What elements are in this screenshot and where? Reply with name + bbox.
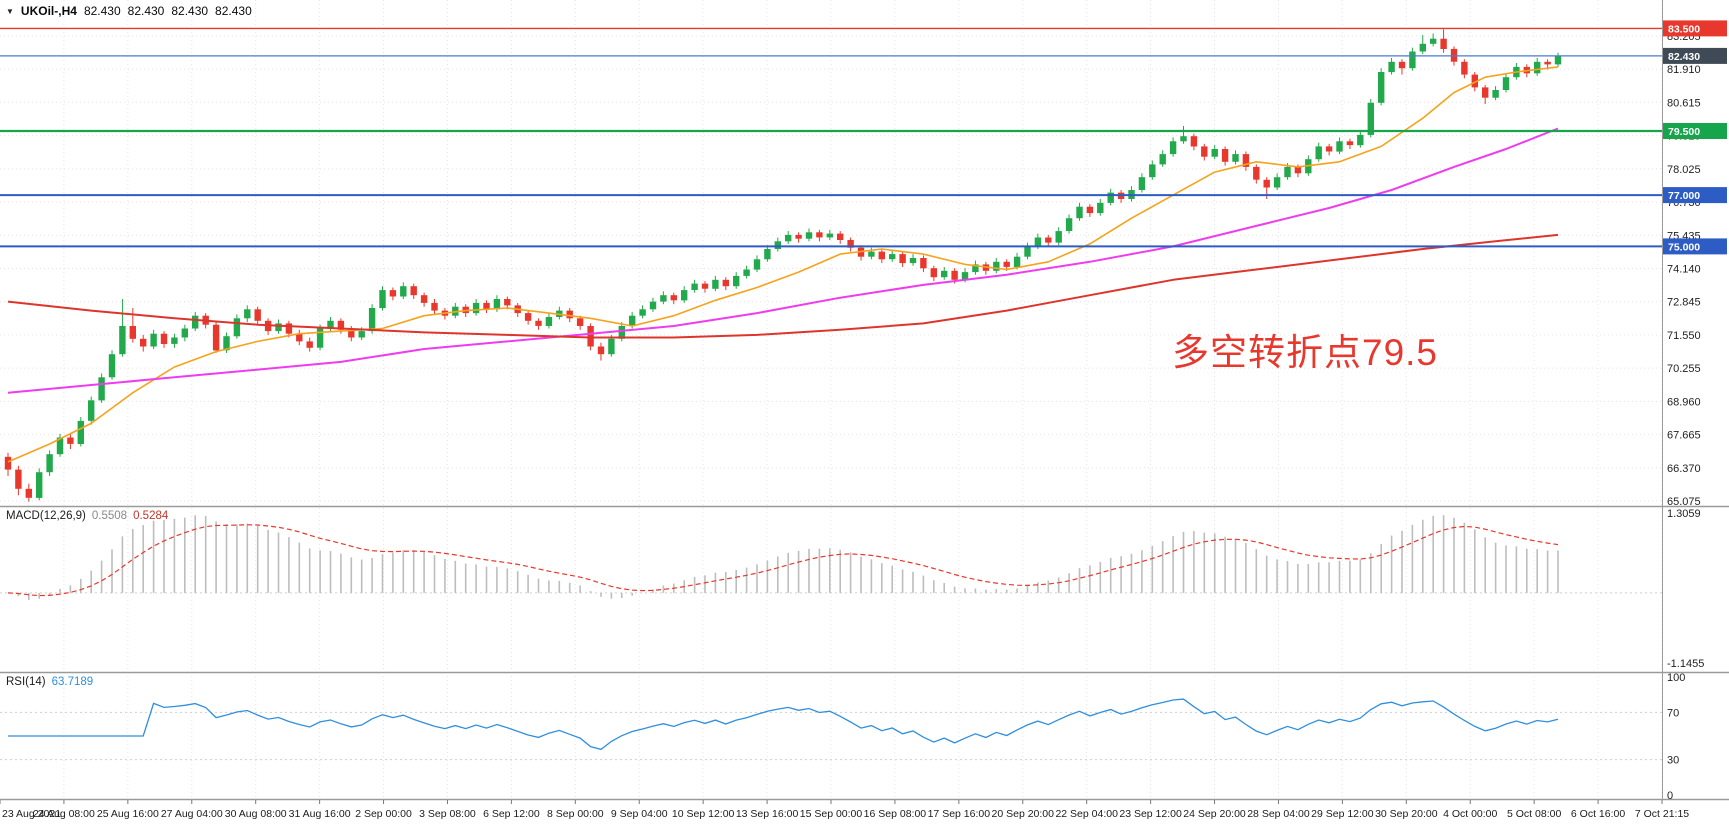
grid — [0, 0, 1729, 801]
price-badge-83.500 — [1663, 20, 1727, 37]
svg-text:23 Aug 2021: 23 Aug 2021 — [2, 808, 61, 820]
ohlc-low: 82.430 — [171, 4, 209, 18]
svg-text:7 Oct 21:15: 7 Oct 21:15 — [1635, 808, 1689, 820]
rsi-indicator-label: RSI(14) 63.7189 — [6, 676, 93, 688]
svg-text:78.025: 78.025 — [1667, 164, 1701, 176]
price-badge-77.000 — [1663, 187, 1727, 204]
price-annotation[interactable]: 多空转折点79.5 — [1172, 332, 1439, 373]
svg-text:30 Sep 20:00: 30 Sep 20:00 — [1375, 808, 1438, 820]
macd-title-text: MACD(12,26,9) — [6, 510, 86, 522]
svg-text:24 Sep 20:00: 24 Sep 20:00 — [1183, 808, 1246, 820]
svg-text:83.500: 83.500 — [1668, 23, 1700, 35]
svg-text:13 Sep 16:00: 13 Sep 16:00 — [736, 808, 799, 820]
svg-text:6 Sep 12:00: 6 Sep 12:00 — [483, 808, 540, 820]
svg-text:23 Sep 12:00: 23 Sep 12:00 — [1119, 808, 1182, 820]
svg-text:15 Sep 00:00: 15 Sep 00:00 — [800, 808, 863, 820]
moving-averages — [7, 66, 1559, 463]
svg-text:9 Sep 04:00: 9 Sep 04:00 — [611, 808, 668, 820]
slow-ma — [7, 233, 1559, 339]
svg-text:25 Aug 16:00: 25 Aug 16:00 — [97, 808, 159, 820]
svg-text:30: 30 — [1667, 755, 1679, 767]
ohlc-open: 82.430 — [83, 4, 121, 18]
price-badge-75.000 — [1663, 238, 1727, 255]
svg-text:70: 70 — [1667, 707, 1679, 719]
rsi-series — [0, 698, 1662, 761]
svg-text:16 Sep 08:00: 16 Sep 08:00 — [864, 808, 927, 820]
svg-text:65.075: 65.075 — [1667, 496, 1701, 508]
svg-text:70.255: 70.255 — [1667, 363, 1701, 375]
svg-text:100: 100 — [1667, 672, 1685, 684]
chart-header: ▼ UKOil-,H4 82.430 82.430 82.430 82.430 — [6, 4, 252, 18]
svg-text:29 Sep 12:00: 29 Sep 12:00 — [1311, 808, 1374, 820]
svg-text:82.430: 82.430 — [1668, 51, 1700, 63]
svg-text:5 Oct 08:00: 5 Oct 08:00 — [1507, 808, 1561, 820]
svg-text:67.665: 67.665 — [1667, 430, 1701, 442]
svg-text:28 Sep 04:00: 28 Sep 04:00 — [1247, 808, 1310, 820]
ohlc-high: 82.430 — [127, 4, 165, 18]
svg-text:0: 0 — [1667, 790, 1673, 802]
svg-text:24 Aug 08:00: 24 Aug 08:00 — [33, 808, 95, 820]
rsi-value: 63.7189 — [51, 676, 94, 688]
candlestick-series — [4, 29, 1562, 502]
svg-text:66.370: 66.370 — [1667, 463, 1701, 475]
svg-text:71.550: 71.550 — [1667, 330, 1701, 342]
macd-indicator-label: MACD(12,26,9) 0.5508 0.5284 — [6, 510, 168, 522]
svg-text:8 Sep 00:00: 8 Sep 00:00 — [547, 808, 604, 820]
svg-text:79.500: 79.500 — [1668, 126, 1700, 138]
svg-text:31 Aug 16:00: 31 Aug 16:00 — [289, 808, 351, 820]
ohlc-close: 82.430 — [215, 4, 252, 18]
svg-text:22 Sep 04:00: 22 Sep 04:00 — [1055, 808, 1118, 820]
svg-text:81.910: 81.910 — [1667, 64, 1701, 76]
macd-main-value: 0.5508 — [91, 510, 128, 522]
price-axis[interactable]: 83.20581.91080.61579.32078.02576.73075.4… — [1663, 20, 1727, 802]
svg-text:27 Aug 04:00: 27 Aug 04:00 — [161, 808, 223, 820]
svg-text:3 Sep 08:00: 3 Sep 08:00 — [419, 808, 476, 820]
symbol-timeframe-label: UKOil-,H4 — [20, 4, 77, 18]
svg-text:74.140: 74.140 — [1667, 264, 1701, 276]
svg-text:68.960: 68.960 — [1667, 396, 1701, 408]
svg-text:80.615: 80.615 — [1667, 97, 1701, 109]
macd-signal-value: 0.5284 — [133, 510, 169, 522]
svg-text:1.3059: 1.3059 — [1667, 508, 1701, 520]
fast-ma — [7, 66, 1559, 463]
svg-text:75.000: 75.000 — [1668, 241, 1700, 253]
horizontal-level-lines[interactable] — [0, 27, 1662, 248]
svg-text:20 Sep 20:00: 20 Sep 20:00 — [992, 808, 1055, 820]
rsi-title-text: RSI(14) — [6, 676, 46, 688]
svg-text:10 Sep 12:00: 10 Sep 12:00 — [672, 808, 735, 820]
symbol-menu-icon[interactable]: ▼ — [6, 7, 14, 16]
price-badge-79.500 — [1663, 123, 1727, 139]
svg-text:2 Sep 00:00: 2 Sep 00:00 — [355, 808, 412, 820]
svg-text:17 Sep 16:00: 17 Sep 16:00 — [928, 808, 991, 820]
price-badge-82.430 — [1663, 47, 1727, 64]
svg-text:6 Oct 16:00: 6 Oct 16:00 — [1571, 808, 1625, 820]
svg-text:-1.1455: -1.1455 — [1667, 658, 1704, 670]
svg-text:4 Oct 00:00: 4 Oct 00:00 — [1443, 808, 1497, 820]
svg-text:72.845: 72.845 — [1667, 297, 1701, 309]
macd-series — [0, 515, 1662, 600]
svg-text:30 Aug 08:00: 30 Aug 08:00 — [225, 808, 287, 820]
svg-text:77.000: 77.000 — [1668, 190, 1700, 202]
